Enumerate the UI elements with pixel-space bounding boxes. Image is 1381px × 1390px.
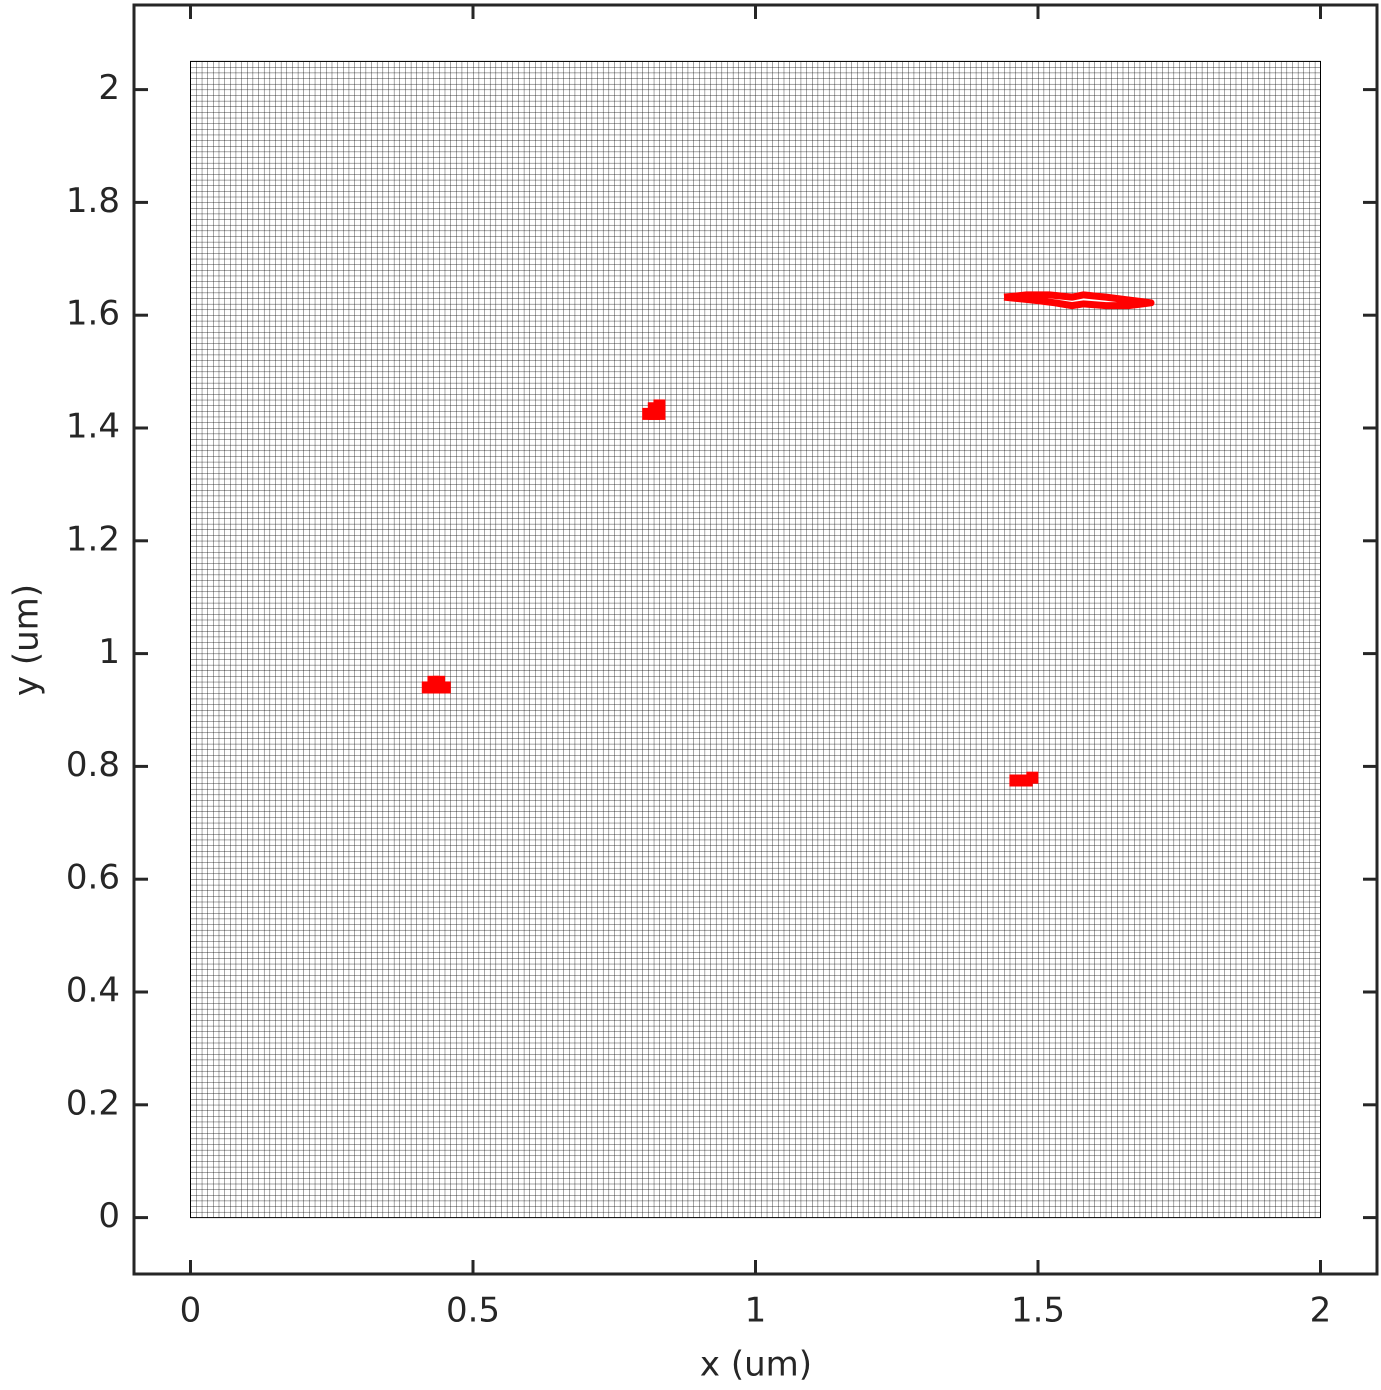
region-outline xyxy=(1003,291,1155,310)
x-tick-label: 1 xyxy=(745,1291,767,1331)
x-tick-label: 2 xyxy=(1310,1291,1332,1331)
y-tick-label: 1.4 xyxy=(66,407,120,447)
y-tick-label: 0.4 xyxy=(66,971,120,1011)
x-axis-label: x (um) xyxy=(700,1345,812,1385)
y-tick-label: 1.2 xyxy=(66,519,120,559)
x-tick-label: 0 xyxy=(180,1291,202,1331)
x-tick-label: 1.5 xyxy=(1011,1291,1065,1331)
y-tick-label: 1.8 xyxy=(66,181,120,221)
region-cell xyxy=(433,681,446,694)
y-tick-label: 1.6 xyxy=(66,294,120,334)
y-tick-label: 1 xyxy=(98,632,120,672)
region-cell xyxy=(1026,771,1039,784)
y-axis-label: y (um) xyxy=(7,584,47,696)
y-tick-label: 0 xyxy=(98,1196,120,1236)
mesh xyxy=(190,60,1321,1219)
y-tick-label: 0.2 xyxy=(66,1083,120,1123)
y-tick-label: 2 xyxy=(98,68,120,108)
y-tick-label: 0.6 xyxy=(66,858,120,898)
x-tick-label: 0.5 xyxy=(446,1291,500,1331)
y-tick-label: 0.8 xyxy=(66,745,120,785)
region-cell xyxy=(647,407,660,420)
